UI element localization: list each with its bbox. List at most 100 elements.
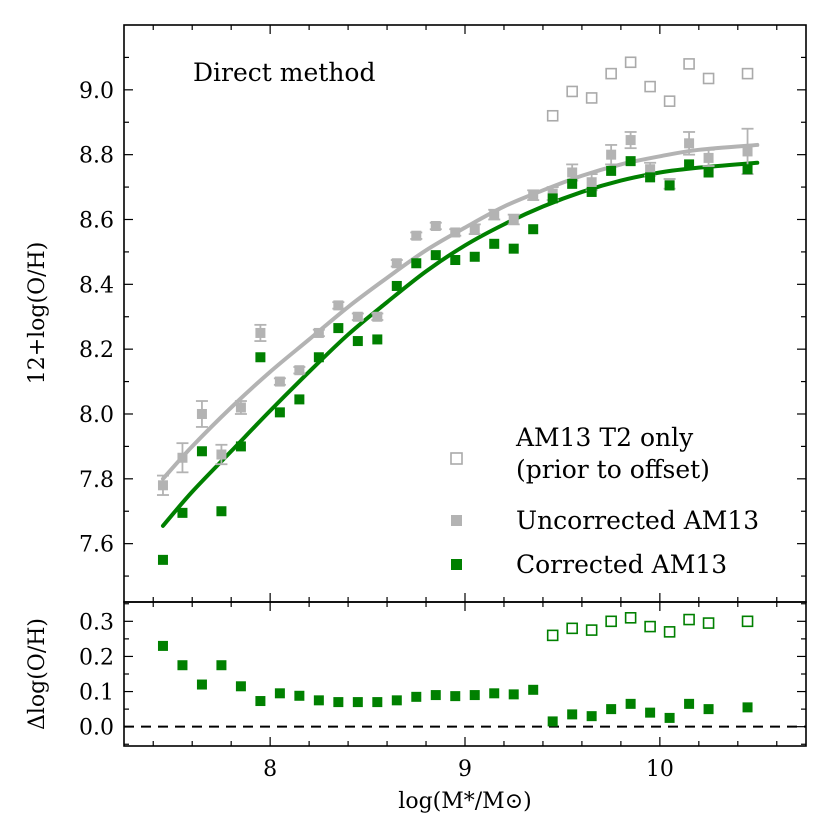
data-point-corrected <box>508 243 519 254</box>
offset-point <box>664 712 675 723</box>
data-point-t2 <box>605 67 617 80</box>
data-point-t2 <box>683 58 695 70</box>
data-point-uncorrected <box>450 227 461 238</box>
data-point-uncorrected <box>411 230 422 241</box>
data-point-corrected <box>645 172 656 183</box>
offset-point <box>703 704 714 715</box>
offset-point <box>411 691 422 702</box>
data-point-corrected <box>255 352 266 363</box>
fit-curve <box>160 142 760 481</box>
data-point-uncorrected <box>372 311 383 322</box>
offset-point <box>547 716 558 727</box>
y-tick-label-top: 9.0 <box>79 79 114 104</box>
offset-point <box>684 698 695 709</box>
offset-point <box>450 691 461 702</box>
data-point-corrected <box>196 446 207 457</box>
data-point-uncorrected <box>742 146 753 157</box>
offset-point-t2 <box>683 613 695 626</box>
fit-curve <box>160 160 760 528</box>
offset-point <box>313 695 324 706</box>
offset-point <box>255 696 266 707</box>
offset-point <box>294 690 305 701</box>
y-tick-label-top: 8.2 <box>79 338 114 363</box>
data-point-corrected <box>625 156 636 167</box>
legend: AM13 T2 only (prior to offset) Uncorrect… <box>450 423 759 579</box>
data-point-uncorrected <box>703 152 714 163</box>
offset-point <box>333 697 344 708</box>
data-point-uncorrected <box>489 209 500 220</box>
data-point-corrected <box>586 186 597 197</box>
data-point-uncorrected <box>606 149 617 160</box>
offset-point-t2 <box>605 615 617 628</box>
fit-curves <box>160 142 760 528</box>
data-point-t2 <box>644 80 656 93</box>
data-point-corrected <box>528 224 539 235</box>
x-tick-label: 10 <box>646 757 674 782</box>
data-point-corrected <box>547 193 558 204</box>
offset-point <box>742 702 753 713</box>
method-annotation: Direct method <box>193 58 375 87</box>
data-point-uncorrected <box>567 167 578 178</box>
offset-point <box>391 695 402 706</box>
data-point-corrected <box>450 255 461 266</box>
data-point-uncorrected <box>333 300 344 311</box>
data-point-t2 <box>663 95 676 107</box>
data-point-corrected <box>391 280 402 291</box>
offset-point <box>625 698 636 709</box>
data-point-corrected <box>274 407 285 418</box>
data-point-corrected <box>157 554 168 565</box>
data-point-uncorrected <box>313 327 324 338</box>
data-point-corrected <box>235 441 246 452</box>
data-point-corrected <box>430 250 441 261</box>
data-point-corrected <box>489 238 500 249</box>
y-tick-label-bottom: 0.1 <box>79 681 114 706</box>
offset-point-t2 <box>741 615 754 628</box>
data-point-corrected <box>294 394 305 405</box>
data-point-corrected <box>216 506 227 517</box>
offset-point <box>528 684 539 695</box>
offset-point <box>469 690 480 701</box>
data-point-uncorrected <box>157 480 168 491</box>
offset-point <box>567 709 578 720</box>
offset-point-t2 <box>644 620 656 633</box>
offset-point <box>606 704 617 715</box>
legend-marker-corrected <box>451 559 462 570</box>
y-tick-label-top: 7.8 <box>79 468 114 493</box>
data-point-corrected <box>313 352 324 363</box>
data-point-t2 <box>624 56 637 69</box>
bottom-data-points <box>157 612 754 727</box>
y-tick-label-top: 8.8 <box>79 144 114 169</box>
offset-point <box>508 689 519 700</box>
data-point-uncorrected <box>469 224 480 235</box>
legend-label-corrected: Corrected AM13 <box>516 550 727 579</box>
data-point-uncorrected <box>216 449 227 460</box>
offset-point <box>274 688 285 699</box>
data-point-uncorrected <box>684 138 695 149</box>
legend-label-uncorrected: Uncorrected AM13 <box>516 506 759 535</box>
legend-marker-t2 <box>450 452 463 465</box>
bottom-y-axis-label: Δlog(O/H) <box>25 618 50 730</box>
y-tick-label-top: 7.6 <box>79 533 114 558</box>
offset-point <box>177 660 188 671</box>
data-point-corrected <box>469 251 480 262</box>
offset-point <box>157 640 168 651</box>
legend-marker-uncorrected <box>451 515 462 526</box>
y-tick-label-bottom: 0.3 <box>79 610 114 635</box>
y-tick-label-top: 8.6 <box>79 208 114 233</box>
data-point-uncorrected <box>274 376 285 387</box>
offset-point-t2 <box>702 617 715 629</box>
data-point-uncorrected <box>391 258 402 269</box>
data-point-t2 <box>566 85 578 98</box>
offset-point <box>489 688 500 699</box>
x-axis-label: log(M*/M⊙) <box>398 789 531 814</box>
offset-point-t2 <box>624 612 637 624</box>
data-point-corrected <box>411 258 422 269</box>
offset-point <box>196 679 207 690</box>
y-tick-label-bottom: 0.2 <box>79 645 114 670</box>
data-point-corrected <box>333 323 344 334</box>
top-y-axis-label: 12+log(O/H) <box>25 242 50 385</box>
data-point-corrected <box>606 165 617 176</box>
data-point-corrected <box>177 507 188 518</box>
offset-point <box>352 697 363 708</box>
data-point-uncorrected <box>528 190 539 201</box>
